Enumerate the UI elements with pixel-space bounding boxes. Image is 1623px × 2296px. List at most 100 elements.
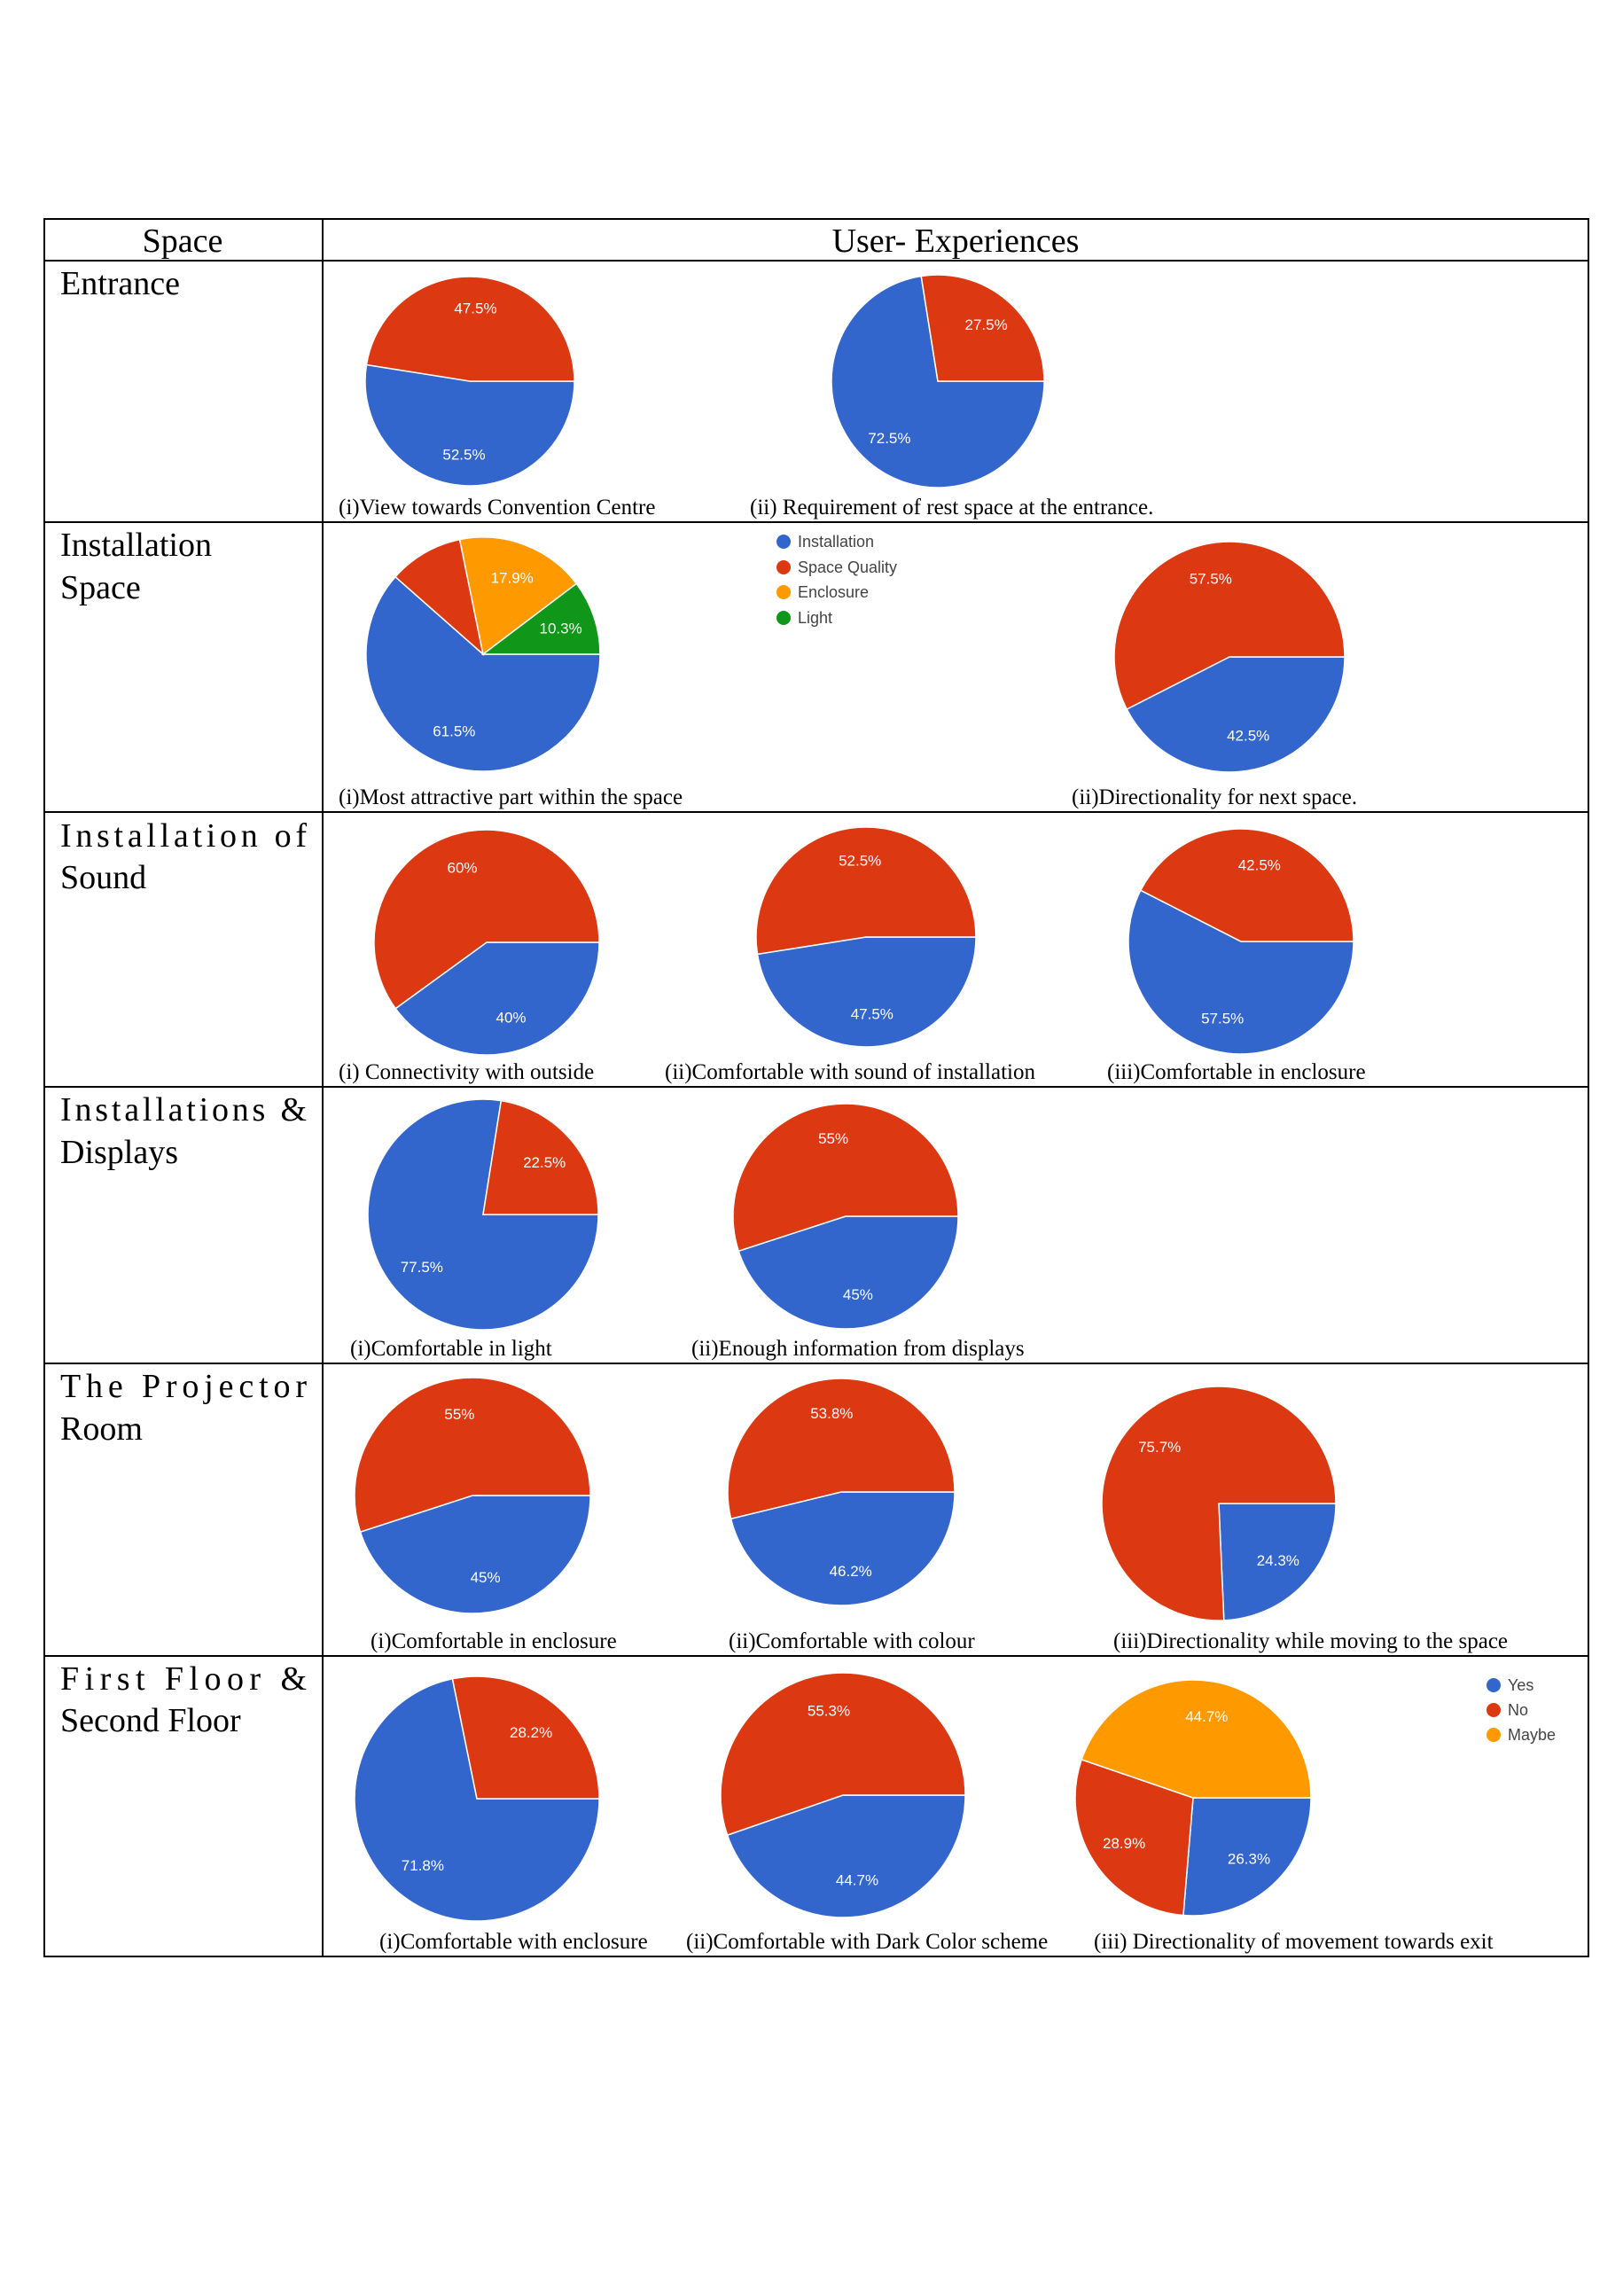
pie-slice-no bbox=[920, 274, 1045, 382]
space-floors-line2: Second Floor bbox=[60, 1702, 241, 1739]
pie-slice-label: 77.5% bbox=[401, 1259, 443, 1276]
pie-slice-label: 42.5% bbox=[1227, 728, 1269, 745]
pie-slice-enclosure bbox=[458, 536, 578, 656]
pie-slice-yes bbox=[367, 1098, 599, 1331]
pie-slice-no bbox=[1074, 1758, 1194, 1917]
header-space: Space bbox=[143, 223, 223, 260]
pie-slice-label: 44.7% bbox=[1185, 1708, 1228, 1725]
pie-projector-enclosure: 45% 55% bbox=[354, 1377, 591, 1614]
pie-most-attractive-part: 61.5% 17.9% 10.3% bbox=[365, 536, 601, 772]
caption-floors-dark-color: (ii)Comfortable with Dark Color scheme bbox=[686, 1930, 1048, 1954]
space-projector-room-line2: Room bbox=[60, 1410, 143, 1448]
pie-slice-space-quality bbox=[394, 538, 485, 657]
pie-slice-yes bbox=[364, 363, 575, 487]
caption-view-towards-convention-centre: (i)View towards Convention Centre bbox=[339, 496, 655, 519]
pie-slice-label: 55% bbox=[818, 1130, 848, 1147]
pie-slice-no bbox=[732, 1103, 959, 1253]
legend-no-swatch bbox=[1486, 1703, 1501, 1717]
space-projector-room-line1: The Projector bbox=[60, 1368, 307, 1405]
pie-comfortable-sound: 47.5% 52.5% bbox=[755, 826, 977, 1048]
pie-slice-label: 53.8% bbox=[810, 1405, 853, 1422]
pie-slice-label: 46.2% bbox=[830, 1563, 872, 1580]
pie-slice-yes bbox=[1126, 656, 1346, 773]
space-installation-space-line2: Space bbox=[60, 569, 141, 606]
pie-slice-yes bbox=[730, 1491, 956, 1606]
pie-slice-label: 55.3% bbox=[808, 1703, 850, 1720]
pie-slice-label: 28.2% bbox=[510, 1724, 552, 1741]
caption-connectivity-outside: (i) Connectivity with outside bbox=[339, 1060, 594, 1084]
pie-projector-directionality: 24.3% 75.7% bbox=[1101, 1386, 1337, 1621]
legend-floors: Yes No Maybe bbox=[1486, 1676, 1556, 1744]
pie-slice-label: 61.5% bbox=[433, 722, 475, 739]
legend-space-quality-label: Space Quality bbox=[798, 558, 897, 576]
pie-slice-label: 42.5% bbox=[1238, 857, 1281, 874]
pie-slice-yes bbox=[359, 1495, 591, 1614]
pie-slice-label: 44.7% bbox=[836, 1871, 878, 1888]
pie-slice-label: 71.8% bbox=[402, 1857, 444, 1874]
legend-light-swatch bbox=[776, 611, 791, 625]
legend-enclosure-label: Enclosure bbox=[798, 583, 869, 601]
pie-slice-label: 75.7% bbox=[1138, 1439, 1181, 1456]
pie-slice-label: 17.9% bbox=[491, 570, 534, 587]
pie-floors-dark-color: 44.7% 55.3% bbox=[720, 1672, 966, 1918]
pie-slice-yes bbox=[737, 1215, 959, 1330]
pie-slice-no bbox=[354, 1377, 591, 1534]
space-installation-of-sound-line2: Sound bbox=[60, 859, 146, 896]
space-entrance: Entrance bbox=[60, 265, 180, 302]
pie-slice-label: 10.3% bbox=[539, 621, 581, 637]
caption-floors-enclosure: (i)Comfortable with enclosure bbox=[379, 1930, 648, 1954]
caption-directionality-next-space: (ii)Directionality for next space. bbox=[1072, 785, 1357, 809]
caption-comfortable-sound: (ii)Comfortable with sound of installati… bbox=[665, 1060, 1035, 1084]
pie-slice-label: 45% bbox=[471, 1569, 501, 1586]
pie-slice-no bbox=[1101, 1386, 1337, 1621]
legend-enclosure-swatch bbox=[776, 585, 791, 599]
pie-slice-installation bbox=[365, 575, 601, 772]
legend-no-label: No bbox=[1508, 1701, 1528, 1719]
pie-slice-no bbox=[1113, 541, 1346, 711]
caption-comfortable-enclosure-sound: (iii)Comfortable in enclosure bbox=[1107, 1060, 1366, 1084]
pie-connectivity-outside: 40% 60% bbox=[373, 829, 600, 1056]
pie-slice-yes bbox=[1182, 1797, 1312, 1917]
pie-slice-no bbox=[727, 1378, 956, 1520]
caption-information-displays: (ii)Enough information from displays bbox=[691, 1337, 1025, 1361]
pie-slice-yes bbox=[1218, 1503, 1337, 1621]
table-grid bbox=[43, 218, 1589, 1957]
pie-slice-maybe bbox=[1081, 1679, 1312, 1799]
header-user-experiences: User- Experiences bbox=[832, 223, 1080, 260]
pie-slice-label: 40% bbox=[495, 1010, 526, 1027]
pie-slice-yes bbox=[354, 1677, 600, 1922]
pie-slice-light bbox=[480, 582, 601, 655]
pie-view-towards-convention-centre: 52.5% 47.5% bbox=[364, 276, 575, 487]
pie-slice-yes bbox=[1128, 889, 1354, 1055]
pie-slice-label: 47.5% bbox=[454, 301, 496, 317]
pie-slice-no bbox=[365, 276, 575, 382]
caption-most-attractive-part: (i)Most attractive part within the space bbox=[339, 785, 683, 809]
pie-slice-label: 52.5% bbox=[442, 446, 485, 463]
caption-rest-space-requirement: (ii) Requirement of rest space at the en… bbox=[750, 496, 1153, 519]
pie-slice-label: 52.5% bbox=[839, 853, 881, 870]
pie-slice-yes bbox=[394, 941, 600, 1056]
legend-installation-space: Installation Space Quality Enclosure Lig… bbox=[776, 533, 897, 627]
legend-light-label: Light bbox=[798, 609, 832, 627]
pie-directionality-next-space: 42.5% 57.5% bbox=[1113, 541, 1346, 773]
space-installations-displays-line2: Displays bbox=[60, 1134, 178, 1171]
pie-slice-label: 47.5% bbox=[851, 1006, 893, 1023]
pie-slice-label: 28.9% bbox=[1103, 1835, 1145, 1852]
pie-comfortable-light: 77.5% 22.5% bbox=[367, 1098, 599, 1331]
pie-slice-label: 57.5% bbox=[1201, 1010, 1244, 1027]
pie-slice-label: 24.3% bbox=[1257, 1552, 1299, 1569]
pie-slice-no bbox=[1139, 828, 1354, 942]
pie-slice-label: 22.5% bbox=[523, 1154, 566, 1171]
pie-slice-no bbox=[482, 1099, 599, 1215]
space-floors-line1: First Floor & bbox=[60, 1660, 307, 1698]
caption-projector-enclosure: (i)Comfortable in enclosure bbox=[371, 1629, 617, 1653]
pie-slice-label: 55% bbox=[444, 1406, 474, 1423]
pie-slice-label: 60% bbox=[447, 860, 477, 877]
pie-slice-label: 26.3% bbox=[1228, 1851, 1270, 1868]
space-installation-space-line1: Installation bbox=[60, 527, 212, 564]
caption-projector-directionality: (iii)Directionality while moving to the … bbox=[1113, 1629, 1508, 1653]
pie-slice-no bbox=[451, 1675, 600, 1800]
caption-projector-colour: (ii)Comfortable with colour bbox=[729, 1629, 975, 1653]
legend-maybe-swatch bbox=[1486, 1728, 1501, 1742]
